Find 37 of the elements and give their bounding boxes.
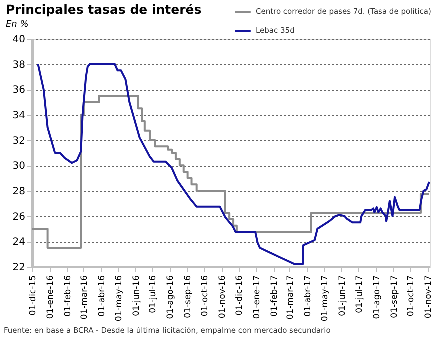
y-tick-label: 30	[12, 161, 26, 172]
y-tick-label: 32	[12, 136, 26, 147]
x-tick-label: 01-nov-17	[424, 276, 434, 319]
x-tick-label: 01-ene-17	[252, 276, 263, 320]
x-tick-label: 01-sep-17	[390, 276, 400, 318]
x-tick-label: 01-ago-17	[372, 276, 382, 320]
y-tick-label: 28	[12, 186, 26, 198]
x-tick-label: 01-ago-16	[166, 276, 176, 320]
y-tick-label: 36	[12, 85, 26, 96]
x-tick-label: 01-jul-16	[148, 276, 159, 314]
y-tick-label: 38	[12, 60, 26, 71]
x-tick-label: 01-jul-17	[354, 276, 365, 314]
y-tick-label: 22	[12, 262, 26, 274]
y-tick-label: 24	[12, 237, 26, 248]
x-tick-label: 01-jun-16	[132, 276, 142, 316]
x-tick-label: 01-dic-15	[28, 276, 38, 316]
x-tick-label: 01-feb-16	[64, 276, 74, 317]
x-tick-label: 01-feb-17	[270, 276, 280, 317]
x-tick-label: 01-may-17	[320, 276, 330, 322]
x-tick-label: 01-oct-17	[406, 276, 417, 317]
line-series	[37, 63, 430, 266]
x-tick-label: 01-oct-16	[200, 276, 211, 317]
x-tick-label: 01-jun-17	[338, 276, 348, 316]
x-tick-label: 01-mar-16	[80, 276, 90, 320]
chart-title: Principales tasas de interés	[6, 2, 202, 17]
x-tick-label: 01-mar-17	[286, 276, 296, 320]
x-tick-label: 01-sep-16	[184, 276, 194, 318]
x-tick-label: 01-dic-16	[235, 276, 246, 316]
y-tick-label: 34	[12, 110, 26, 122]
y-tick-label: 26	[12, 212, 26, 223]
chart-subtitle: En %	[6, 20, 29, 30]
y-tick-label: 40	[12, 34, 26, 46]
x-tick-label: 01-abr-17	[303, 276, 314, 317]
x-tick-label: 01-abr-16	[97, 276, 108, 317]
x-tick-label: 01-ene-16	[46, 276, 56, 320]
x-tick-label: 01-nov-16	[218, 276, 228, 319]
x-tick-label: 01-may-16	[114, 276, 124, 322]
